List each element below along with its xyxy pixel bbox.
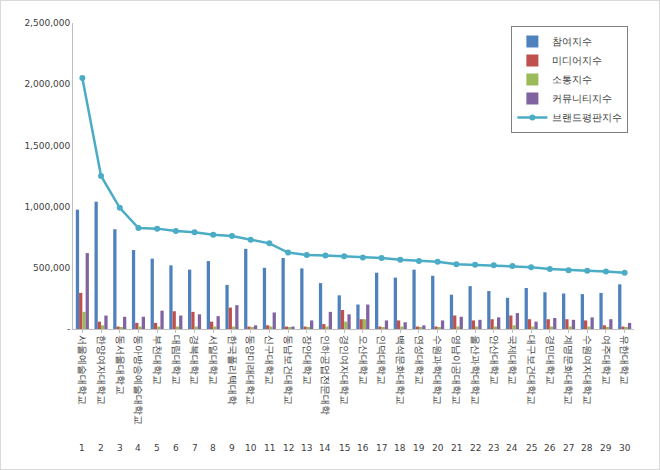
- svg-text:18: 18: [394, 443, 406, 453]
- svg-text:서일대학교: 서일대학교: [208, 335, 219, 385]
- svg-text:계명문화대학교: 계명문화대학교: [563, 335, 574, 405]
- svg-text:27: 27: [563, 443, 574, 453]
- svg-text:부천대학교: 부천대학교: [152, 335, 163, 385]
- svg-text:24: 24: [506, 443, 518, 453]
- svg-text:동양미래대학교: 동양미래대학교: [245, 335, 256, 405]
- svg-text:4: 4: [135, 443, 141, 453]
- svg-text:백석문화대학교: 백석문화대학교: [395, 335, 406, 405]
- svg-text:오산대학교: 오산대학교: [358, 335, 369, 385]
- svg-text:브랜드평판지수: 브랜드평판지수: [552, 112, 622, 123]
- svg-text:경민대학교: 경민대학교: [545, 335, 556, 385]
- svg-text:5: 5: [154, 443, 160, 453]
- svg-text:소통지수: 소통지수: [552, 74, 592, 85]
- svg-text:30: 30: [619, 443, 631, 453]
- svg-text:16: 16: [357, 443, 369, 453]
- svg-text:8: 8: [210, 443, 216, 453]
- svg-text:500,000: 500,000: [33, 263, 70, 273]
- svg-text:17: 17: [376, 443, 387, 453]
- svg-text:9: 9: [229, 443, 235, 453]
- svg-text:커뮤니티지수: 커뮤니티지수: [552, 93, 612, 104]
- svg-text:인덕대학교: 인덕대학교: [376, 335, 387, 385]
- svg-text:13: 13: [301, 443, 312, 453]
- svg-text:19: 19: [413, 443, 425, 453]
- svg-text:23: 23: [488, 443, 499, 453]
- svg-text:1,500,000: 1,500,000: [24, 141, 70, 151]
- svg-text:장안대학교: 장안대학교: [302, 335, 313, 385]
- svg-text:미디어지수: 미디어지수: [552, 55, 602, 66]
- svg-text:26: 26: [544, 443, 556, 453]
- svg-text:대림대학교: 대림대학교: [171, 335, 182, 385]
- svg-text:수원여자대학교: 수원여자대학교: [582, 335, 593, 405]
- svg-text:유한대학교: 유한대학교: [619, 335, 630, 385]
- svg-text:동아방송예술대학교: 동아방송예술대학교: [133, 335, 144, 425]
- svg-text:21: 21: [451, 443, 462, 453]
- svg-text:20: 20: [432, 443, 444, 453]
- svg-text:6: 6: [173, 443, 179, 453]
- svg-text:14: 14: [319, 443, 331, 453]
- svg-text:1,000,000: 1,000,000: [24, 202, 70, 212]
- svg-text:동서울대학교: 동서울대학교: [115, 335, 126, 395]
- svg-text:안산대학교: 안산대학교: [489, 335, 500, 385]
- svg-text:동남보건대학교: 동남보건대학교: [283, 335, 294, 405]
- svg-text:15: 15: [339, 443, 350, 453]
- svg-text:28: 28: [581, 443, 593, 453]
- svg-text:대구보건대학교: 대구보건대학교: [526, 335, 537, 405]
- svg-text:12: 12: [283, 443, 294, 453]
- svg-text:참여지수: 참여지수: [552, 36, 592, 47]
- svg-text:1: 1: [79, 443, 85, 453]
- svg-text:25: 25: [526, 443, 537, 453]
- svg-text:수원과학대학교: 수원과학대학교: [432, 335, 443, 405]
- svg-text:10: 10: [245, 443, 257, 453]
- svg-text:연성대학교: 연성대학교: [414, 335, 425, 385]
- svg-text:울산과학대학교: 울산과학대학교: [470, 335, 481, 405]
- svg-text:인하공업전문대학: 인하공업전문대학: [320, 335, 331, 415]
- svg-text:2,500,000: 2,500,000: [24, 18, 70, 28]
- svg-text:여주대학교: 여주대학교: [601, 335, 612, 385]
- svg-text:29: 29: [600, 443, 612, 453]
- svg-text:한국폴리텍대학: 한국폴리텍대학: [227, 335, 238, 405]
- svg-text:11: 11: [264, 443, 275, 453]
- svg-text:한양여자대학교: 한양여자대학교: [96, 335, 107, 405]
- svg-text:22: 22: [470, 443, 481, 453]
- svg-text:국제대학교: 국제대학교: [507, 335, 518, 385]
- svg-text:-: -: [67, 324, 70, 334]
- svg-text:경복대학교: 경복대학교: [189, 335, 200, 385]
- svg-text:영남이공대학교: 영남이공대학교: [451, 335, 462, 405]
- svg-text:2,000,000: 2,000,000: [24, 79, 70, 89]
- svg-text:3: 3: [117, 443, 123, 453]
- svg-text:서울예술대학교: 서울예술대학교: [77, 335, 88, 405]
- svg-text:2: 2: [98, 443, 104, 453]
- svg-text:신구대학교: 신구대학교: [264, 335, 275, 385]
- svg-text:7: 7: [192, 443, 198, 453]
- svg-text:경인여자대학교: 경인여자대학교: [339, 335, 350, 405]
